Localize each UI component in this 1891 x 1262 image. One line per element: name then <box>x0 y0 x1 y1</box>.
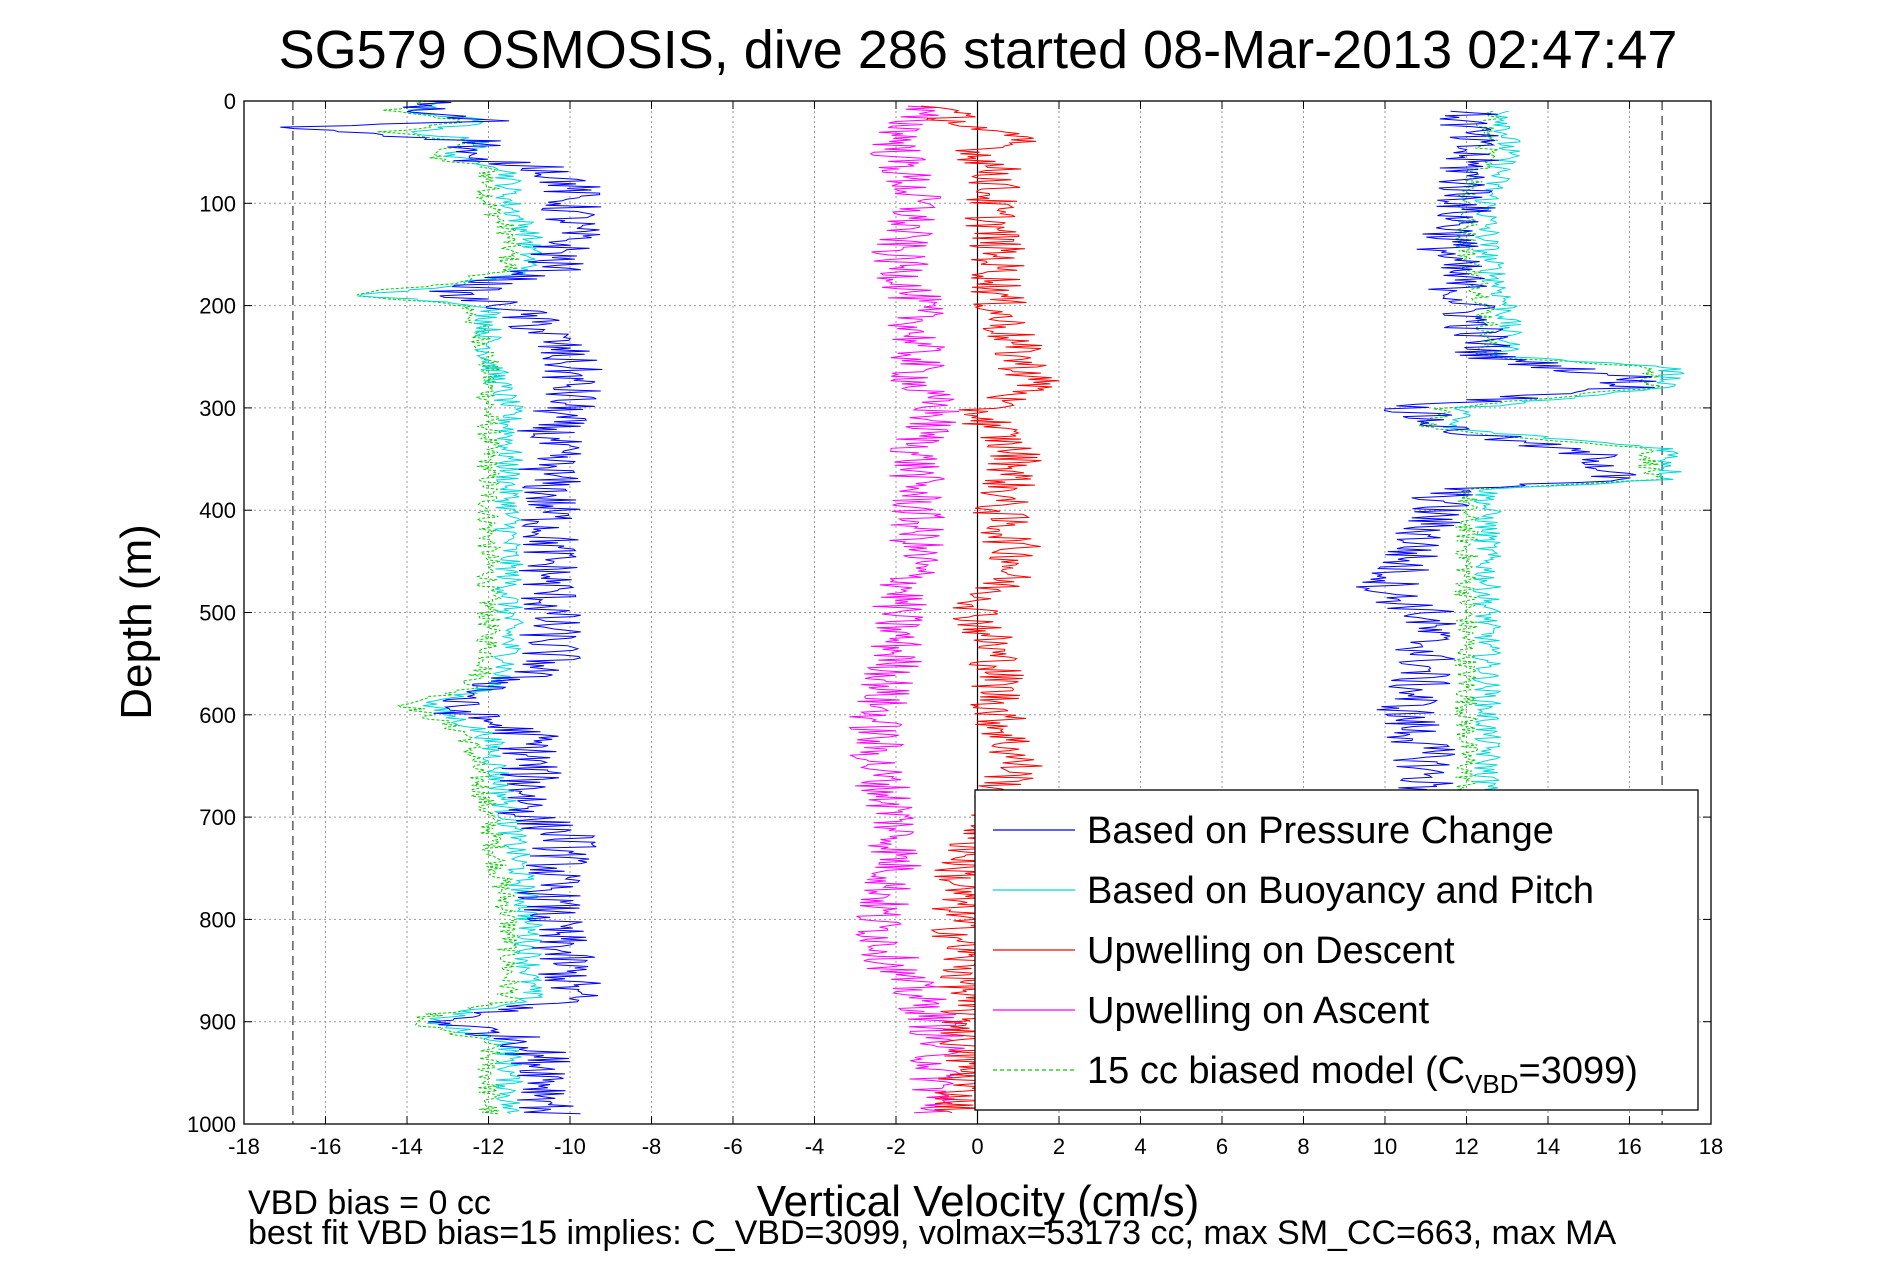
x-tick-label: -6 <box>723 1134 743 1159</box>
x-tick-label: 2 <box>1053 1134 1065 1159</box>
plot-series <box>280 100 1685 1115</box>
series-line <box>355 100 523 1115</box>
legend-box <box>974 789 1699 1111</box>
x-tick-label: -2 <box>886 1134 906 1159</box>
x-tick-label: 14 <box>1536 1134 1560 1159</box>
x-tick-label: 12 <box>1454 1134 1478 1159</box>
series-line <box>1419 110 1663 797</box>
legend-label: Upwelling on Ascent <box>1087 990 1430 1032</box>
legend-label: Upwelling on Descent <box>1087 930 1455 972</box>
x-tick-label: 4 <box>1134 1134 1146 1159</box>
best-fit-annotation: best fit VBD bias=15 implies: C_VBD=3099… <box>248 1214 1617 1252</box>
x-tick-label: -8 <box>642 1134 662 1159</box>
legend: Based on Pressure Change Based on Buoyanc… <box>974 789 1699 1111</box>
legend-label-text: 15 cc biased model (C <box>1087 1050 1465 1092</box>
series-line <box>1442 110 1685 797</box>
x-tick-label: 18 <box>1699 1134 1723 1159</box>
y-tick-label: 700 <box>199 805 236 830</box>
y-tick-label: 100 <box>199 191 236 216</box>
series-line <box>358 100 543 1115</box>
y-tick-label: 1000 <box>187 1112 236 1137</box>
y-tick-label: 200 <box>199 294 236 319</box>
x-tick-label: -12 <box>473 1134 505 1159</box>
x-tick-label: -4 <box>805 1134 825 1159</box>
series-line <box>921 105 1060 1114</box>
y-axis-label: Depth (m) <box>112 524 161 720</box>
legend-label-text: Upwelling on Ascent <box>1087 990 1430 1032</box>
x-tick-label: 8 <box>1297 1134 1309 1159</box>
chart-title: SG579 OSMOSIS, dive 286 started 08-Mar-2… <box>279 20 1678 80</box>
x-tick-label: -18 <box>228 1134 260 1159</box>
series-line <box>1356 110 1657 797</box>
y-tick-label: 900 <box>199 1010 236 1035</box>
legend-label-text: Based on Buoyancy and Pitch <box>1087 870 1594 912</box>
x-tick-label: 10 <box>1373 1134 1397 1159</box>
x-tick-label: 16 <box>1617 1134 1641 1159</box>
y-axis: 0 100 200 300 400 500 600 700 800 900 1000 <box>187 89 1711 1137</box>
legend-label-text: Based on Pressure Change <box>1087 810 1554 852</box>
y-tick-label: 300 <box>199 396 236 421</box>
legend-label: 15 cc biased model (CVBD=3099) <box>1087 1050 1638 1099</box>
y-tick-label: 0 <box>224 89 236 114</box>
x-axis: -18 -16 -14 -12 -10 -8 -6 -4 -2 0 2 4 6 8 10 12 14 16 18 <box>228 101 1723 1159</box>
series-line <box>848 105 965 1114</box>
legend-label-suffix: =3099) <box>1519 1050 1638 1092</box>
x-tick-label: -16 <box>310 1134 342 1159</box>
x-tick-label: -10 <box>554 1134 586 1159</box>
x-tick-label: 6 <box>1216 1134 1228 1159</box>
x-axis-label: Vertical Velocity (cm/s) <box>757 1177 1200 1226</box>
legend-label: Based on Pressure Change <box>1087 810 1554 852</box>
x-tick-label: 0 <box>971 1134 983 1159</box>
legend-label-text: Upwelling on Descent <box>1087 930 1455 972</box>
x-tick-label: -14 <box>391 1134 423 1159</box>
legend-label: Based on Buoyancy and Pitch <box>1087 870 1594 912</box>
y-tick-label: 500 <box>199 601 236 626</box>
y-tick-label: 600 <box>199 703 236 728</box>
series-line <box>280 100 603 1115</box>
y-tick-label: 400 <box>199 498 236 523</box>
y-tick-label: 800 <box>199 907 236 932</box>
vbd-bias-annotation: VBD bias = 0 cc <box>248 1184 491 1222</box>
legend-label-subscript: VBD <box>1465 1069 1518 1099</box>
